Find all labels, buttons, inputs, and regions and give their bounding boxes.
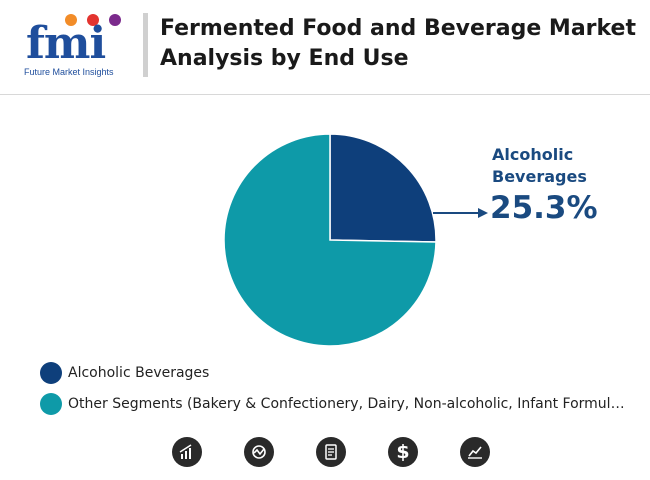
bar-chart-glyph [179, 444, 192, 459]
page-title: Fermented Food and Beverage Market Analy… [160, 16, 636, 71]
pie-chart [223, 133, 488, 347]
legend-swatch-alcoholic [40, 362, 62, 384]
logo-dot-purple-icon [109, 14, 121, 26]
header-divider [143, 13, 148, 77]
logo-dot-red-icon [87, 14, 99, 26]
logo-dot-orange-icon [65, 14, 77, 26]
legend-item-alcoholic: Alcoholic Beverages [40, 361, 640, 385]
report-document-icon[interactable] [316, 437, 346, 467]
legend-label-alcoholic: Alcoholic Beverages [68, 365, 210, 381]
legend-item-other: Other Segments (Bakery & Confectionery, … [40, 392, 640, 416]
legend: Alcoholic Beverages Other Segments (Bake… [40, 361, 640, 423]
legend-swatch-other [40, 393, 62, 415]
fmi-logo: fmi Future Market Insights [24, 12, 134, 82]
trend-chart-icon[interactable] [460, 437, 490, 467]
dollar-icon[interactable]: $ [388, 437, 418, 467]
analysis-cycle-icon[interactable] [244, 437, 274, 467]
trend-chart-glyph [468, 446, 482, 459]
logo-wordmark: fmi [26, 18, 106, 69]
footer-icon-bar: $ [0, 437, 650, 469]
callout-value: 25.3% [490, 190, 598, 226]
pie-slices [223, 133, 437, 347]
header-bottom-rule [0, 94, 650, 95]
dollar-glyph: $ [396, 441, 410, 463]
legend-label-other: Other Segments (Bakery & Confectionery, … [68, 396, 628, 412]
pie-slice-other [223, 133, 437, 347]
header: fmi Future Market Insights Fermented Foo… [0, 0, 650, 95]
callout-arrow-head [478, 208, 488, 218]
logo-tagline: Future Market Insights [24, 67, 114, 77]
analysis-cycle-glyph [252, 445, 266, 459]
bar-chart-icon[interactable] [172, 437, 202, 467]
callout-label: Alcoholic Beverages [492, 145, 587, 186]
pie-slice-alcoholic [329, 133, 437, 243]
report-document-glyph [325, 444, 337, 460]
